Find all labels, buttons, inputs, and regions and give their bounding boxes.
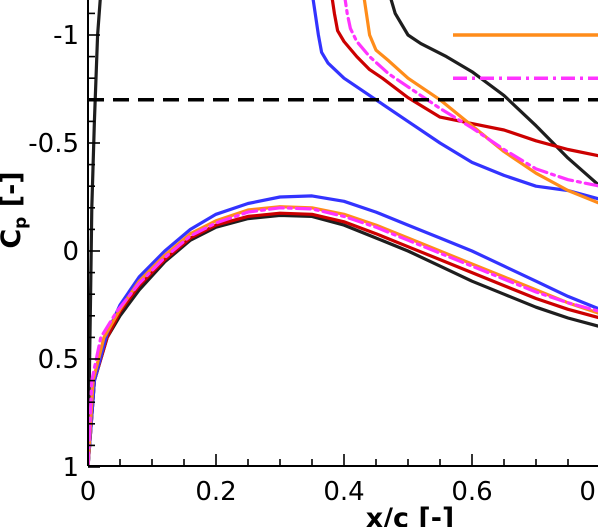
series-line-0-upper (389, 0, 598, 187)
y-tick-label: -1 (53, 21, 79, 51)
y-axis-label-sub: p (11, 217, 31, 229)
y-tick-label: -0.5 (28, 129, 79, 159)
axis-labels: x/c [-] Cp [-] (0, 171, 454, 527)
x-tick-label: 0 (80, 477, 97, 507)
series-line-2-lower (88, 194, 598, 466)
y-axis-label-unit: [-] (0, 171, 27, 207)
x-tick-label: 0.4 (323, 477, 364, 507)
x-tick-label: 0.2 (195, 477, 236, 507)
series-line-3-upper (362, 0, 598, 205)
legend (453, 33, 598, 80)
x-tick-label: 0.8 (579, 477, 598, 507)
y-tick-label: 0 (62, 237, 79, 267)
series-line-2-upper (311, 0, 598, 201)
series-line-4-lower (88, 206, 598, 466)
y-tick-label: 0.5 (38, 345, 79, 375)
series-layer (88, 0, 598, 466)
series-line-0-lower (88, 213, 598, 466)
series-line-1-upper (330, 0, 598, 158)
series-line-3-lower (88, 205, 598, 466)
series-line-4-upper (343, 0, 598, 188)
y-axis-label: Cp [-] (0, 171, 31, 248)
x-tick-label: 0.6 (451, 477, 492, 507)
y-axis-label-main: C (0, 229, 27, 249)
x-axis-label: x/c [-] (366, 503, 455, 527)
y-tick-label: 1 (62, 453, 79, 483)
